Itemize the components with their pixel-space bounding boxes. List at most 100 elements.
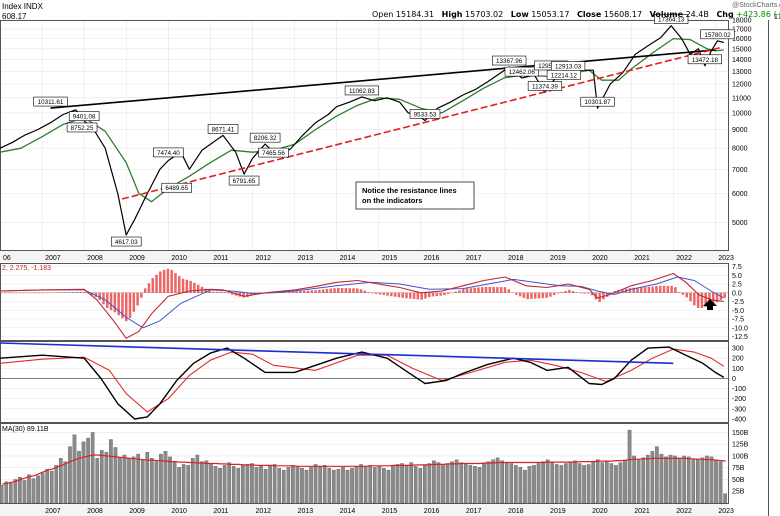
macd-histogram-bar [640, 287, 643, 293]
vol-axis-tick-label: 150B [732, 430, 749, 437]
volume-bar [441, 465, 445, 504]
macd-axis-tick-label: -12.5 [732, 334, 748, 341]
volume-x-tick-label: 2016 [424, 508, 440, 515]
macd-histogram-bar [416, 292, 420, 300]
price-panel-frame [0, 20, 729, 251]
macd-axis-tick-label: 0.0 [732, 290, 742, 297]
macd-histogram-bar [636, 287, 639, 293]
price-x-tick-label: 2010 [171, 255, 187, 262]
macd-histogram-bar [227, 292, 230, 294]
volume-bar [632, 455, 636, 504]
macd-histogram-bar [204, 288, 208, 293]
price-data-label: 7474.40 [157, 150, 180, 157]
volume-bar [463, 463, 468, 504]
macd-axis-tick-label: 5.0 [732, 273, 742, 280]
volume-bar [0, 484, 4, 504]
macd-histogram-bar [3, 292, 7, 294]
macd-histogram-bar [613, 291, 617, 293]
price-data-label: 15780.02 [704, 32, 731, 39]
macd-histogram-bar [11, 292, 14, 294]
macd-histogram-bar [503, 287, 507, 293]
macd-histogram-bar [53, 292, 56, 293]
volume-bar [413, 466, 418, 504]
osc-panel-frame [0, 341, 729, 423]
volume-bar [486, 461, 491, 504]
macd-histogram-bar [662, 285, 666, 293]
price-x-tick-label: 06 [3, 255, 11, 262]
volume-bar [432, 460, 436, 504]
macd-histogram-bar [98, 292, 101, 301]
price-data-label-box [700, 29, 735, 40]
macd-signal-line [0, 276, 725, 329]
price-data-label: 11374.39 [532, 84, 558, 91]
macd-axis-tick-label: -10.0 [732, 325, 748, 332]
volume-bar [514, 465, 518, 504]
macd-histogram-bar [79, 291, 83, 293]
macd-histogram-bar [212, 291, 215, 293]
volume-bar [354, 466, 359, 504]
macd-histogram-bar [178, 276, 181, 293]
osc-black-line [0, 346, 725, 420]
volume-bar [118, 457, 122, 504]
macd-histogram-bar [473, 287, 476, 293]
volume-bar [723, 493, 727, 504]
volume-bar [659, 453, 664, 504]
volume-bar [523, 469, 527, 504]
ohlc-close-label: Close [577, 10, 602, 19]
volume-bar [677, 457, 682, 504]
macd-legend: 2, 2.275, -1.183 [2, 265, 51, 272]
volume-bar [518, 467, 523, 504]
macd-histogram-bar [83, 291, 86, 293]
macd-histogram-bar [655, 286, 658, 293]
macd-histogram-bar [22, 292, 26, 294]
macd-histogram-bar [143, 288, 147, 293]
macd-histogram-bar [537, 292, 541, 299]
macd-histogram-bar [246, 292, 249, 298]
macd-histogram-bar [511, 292, 514, 293]
macd-histogram-bar [56, 292, 60, 293]
macd-histogram-bar [18, 292, 22, 294]
macd-histogram-bar [71, 292, 75, 293]
volume-bar [295, 466, 300, 504]
volume-bar [13, 479, 18, 504]
macd-histogram-bar [681, 292, 685, 295]
volume-bar [272, 464, 277, 504]
macd-histogram-bar [560, 292, 564, 293]
macd-axis-tick-label: -2.5 [732, 299, 744, 306]
macd-histogram-bar [321, 289, 325, 293]
price-x-tick-label: 2015 [382, 255, 398, 262]
volume-bar [573, 460, 577, 504]
price-axis-tick-label: 6000 [732, 191, 748, 198]
macd-histogram-bar [348, 288, 351, 293]
volume-bar [718, 461, 723, 504]
volume-bar [250, 463, 254, 504]
price-data-label: 9533.53 [414, 111, 437, 118]
macd-histogram-bar [15, 292, 18, 294]
macd-histogram-bar [189, 280, 192, 293]
volume-bar [491, 459, 495, 504]
watermark-text: @StockCharts.com [732, 2, 780, 9]
price-x-tick-label: 2011 [213, 255, 228, 262]
volume-x-tick-label: 2023 [718, 508, 734, 515]
macd-histogram-bar [155, 274, 158, 293]
volume-bar [495, 457, 500, 504]
macd-histogram-bar [314, 290, 317, 293]
volume-bar [49, 470, 54, 504]
price-x-tick-label: 2016 [424, 255, 440, 262]
macd-histogram-bar [431, 292, 435, 297]
price-x-tick-label: 2019 [550, 255, 566, 262]
volume-bar [605, 460, 609, 504]
volume-bar [372, 467, 377, 504]
ohlc-chg-value: +423.86 (+2.79%) [736, 10, 780, 19]
resistance-trendline [50, 49, 716, 109]
macd-histogram-bar [242, 292, 245, 298]
volume-bar [391, 466, 395, 504]
macd-histogram-bar [333, 288, 336, 293]
volume-bar [696, 459, 700, 504]
macd-histogram-bar [249, 292, 253, 296]
price-data-label: 11062.83 [349, 88, 375, 95]
volume-bar [686, 456, 691, 504]
macd-histogram-bar [374, 292, 378, 294]
volume-bar [77, 451, 81, 504]
volume-ma-line [2, 454, 726, 485]
